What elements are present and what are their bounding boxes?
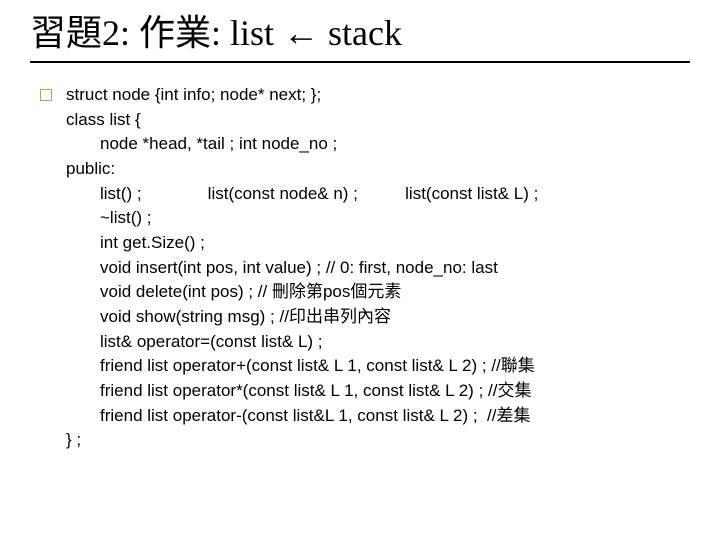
code-line: struct node {int info; node* next; }; bbox=[66, 83, 538, 108]
code-line: } ; bbox=[66, 428, 538, 453]
code-line: int get.Size() ; bbox=[66, 231, 538, 256]
code-line: void show(string msg) ; //印出串列內容 bbox=[66, 305, 538, 330]
code-line: list() ; list(const node& n) ; list(cons… bbox=[66, 182, 538, 207]
bullet-square-icon bbox=[40, 89, 52, 101]
bullet-row: struct node {int info; node* next; };cla… bbox=[40, 83, 690, 453]
code-line: friend list operator+(const list& L 1, c… bbox=[66, 354, 538, 379]
code-line: public: bbox=[66, 157, 538, 182]
code-line: node *head, *tail ; int node_no ; bbox=[66, 132, 538, 157]
code-line: list& operator=(const list& L) ; bbox=[66, 330, 538, 355]
slide: 習題2: 作業: list ← stack struct node {int i… bbox=[0, 0, 720, 465]
code-line: void insert(int pos, int value) ; // 0: … bbox=[66, 256, 538, 281]
code-line: friend list operator-(const list&L 1, co… bbox=[66, 404, 538, 429]
title-underline: 習題2: 作業: list ← stack bbox=[30, 12, 690, 63]
code-line: ~list() ; bbox=[66, 206, 538, 231]
code-line: void delete(int pos) ; // 刪除第pos個元素 bbox=[66, 280, 538, 305]
code-line: friend list operator*(const list& L 1, c… bbox=[66, 379, 538, 404]
code-line: class list { bbox=[66, 108, 538, 133]
code-block: struct node {int info; node* next; };cla… bbox=[66, 83, 538, 453]
slide-title: 習題2: 作業: list ← stack bbox=[30, 12, 690, 55]
